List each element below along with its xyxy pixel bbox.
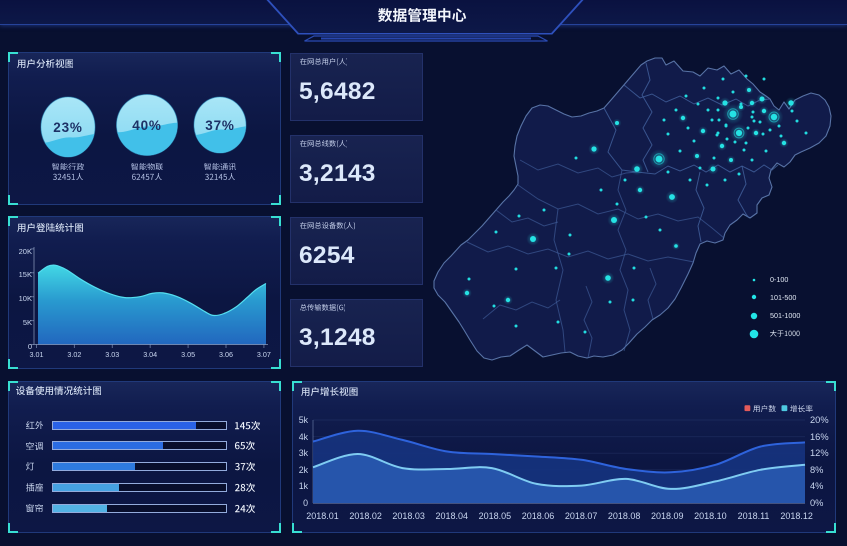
svg-text:23%: 23% — [53, 119, 82, 134]
svg-text:40%: 40% — [132, 118, 161, 133]
svg-text:37%: 37% — [205, 117, 234, 132]
